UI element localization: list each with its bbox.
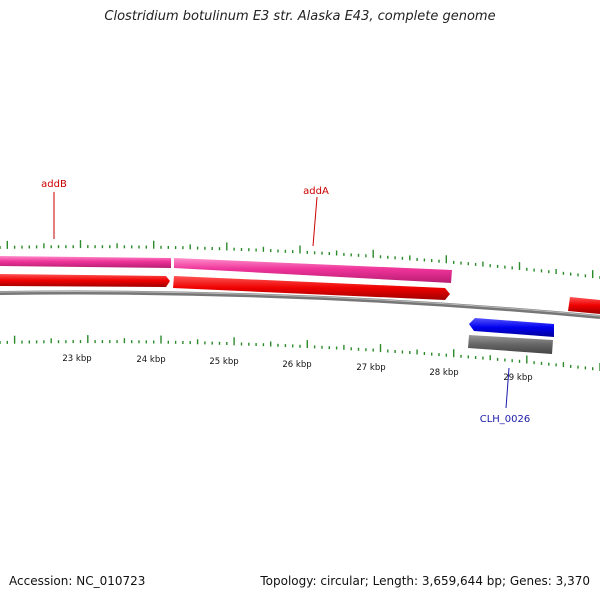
outer-tick-track — [0, 240, 600, 279]
gene-addB-feature[interactable] — [0, 256, 171, 268]
cds-addA-arrow[interactable] — [173, 276, 450, 300]
gene-label-addA: addA — [303, 186, 329, 197]
genome-backbone — [0, 290, 600, 319]
scale-label-24kbp: 24 kbp — [136, 355, 165, 365]
gene-label-addB-group: addB — [41, 179, 67, 239]
map-title: Clostridium botulinum E3 str. Alaska E43… — [104, 9, 496, 24]
scale-label-27kbp: 27 kbp — [356, 363, 385, 373]
scale-label-25kbp: 25 kbp — [209, 357, 238, 367]
cds-CLH_0026-arrow[interactable] — [469, 318, 554, 337]
cds-addB-arrow[interactable] — [0, 274, 170, 287]
scale-label-23kbp: 23 kbp — [62, 354, 91, 364]
gene-label-CLH_0026: CLH_0026 — [480, 414, 531, 425]
genome-summary-text: Topology: circular; Length: 3,659,644 bp… — [260, 574, 590, 588]
scale-label-29kbp: 29 kbp — [503, 373, 532, 383]
inner-tick-track — [0, 335, 600, 371]
scale-labels: 23 kbp 24 kbp 25 kbp 26 kbp 27 kbp 28 kb… — [62, 354, 532, 383]
gene-CLH_0026-feature[interactable] — [468, 335, 553, 354]
gene-label-addA-group: addA — [303, 186, 329, 247]
accession-text: Accession: NC_010723 — [9, 574, 146, 588]
scale-label-28kbp: 28 kbp — [429, 368, 458, 378]
cds-next-arrow[interactable] — [568, 297, 600, 314]
scale-label-26kbp: 26 kbp — [282, 360, 311, 370]
gene-addA-feature[interactable] — [174, 258, 452, 283]
gene-label-addB: addB — [41, 179, 67, 190]
gene-label-CLH_0026-group: CLH_0026 — [480, 367, 531, 425]
